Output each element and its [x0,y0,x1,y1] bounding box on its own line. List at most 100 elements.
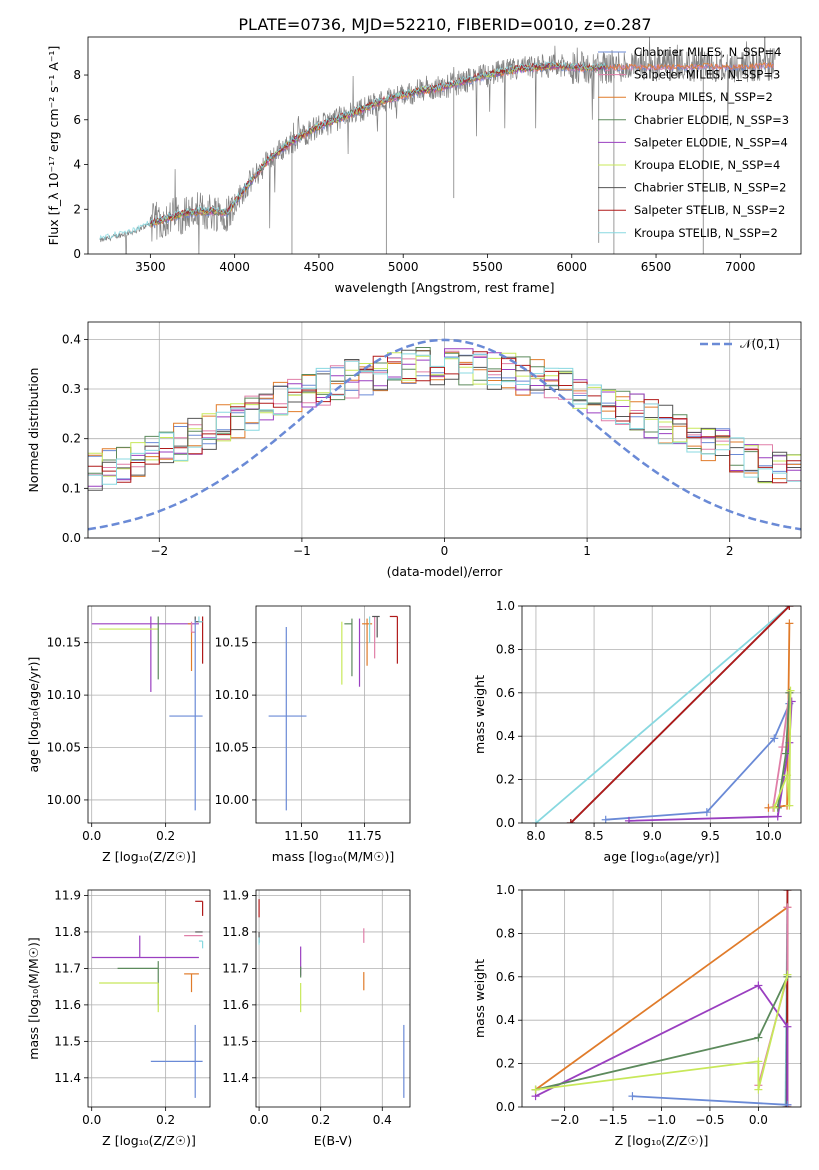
x-tick-label: −2 [150,544,168,558]
y-tick-label: 0.0 [62,531,81,545]
plot-area [268,615,398,811]
residual-histogram [88,353,801,485]
data-point [184,973,199,993]
x-axis-label: Z [log₁₀(Z/Z☉)] [615,1133,709,1148]
y-tick-label: 11.7 [54,961,81,975]
y-tick-label: 10.10 [47,688,81,702]
mass-weight-marker [770,734,779,743]
mass-weight-line [570,606,791,823]
data-point [362,618,373,666]
x-tick-label: 7000 [725,260,756,274]
data-point [150,1024,203,1098]
y-tick-label: 11.7 [222,961,249,975]
y-tick-label: 1.0 [496,883,515,897]
x-axis-label: age [log₁₀(age/yr)] [604,849,720,864]
x-tick-label: 6000 [556,260,587,274]
plot-area [531,606,796,823]
panel-age-vs-mass: 11.50 11.75 10.00 10.05 10.10 10.15 mass [log₁… [215,605,411,864]
panel-mass-weight-vs-Z: −2.0 −1.5 −1.0 −0.5 0.0 0.0 0.2 0.4 0.6 0.8 1.0 Z [… [472,883,802,1148]
x-tick-label: 8.5 [585,829,604,843]
data-point [190,621,196,633]
y-tick-label: 11.6 [54,998,81,1012]
x-tick-label: 0.0 [749,1113,768,1127]
y-tick-label: 10.00 [215,793,249,807]
y-axis-label: age [log₁₀(age/yr)] [26,657,41,773]
legend-entry: Salpeter MILES, N_SSP=3 [634,68,780,82]
axes-frame [521,605,802,824]
y-tick-label: 0.2 [496,1057,515,1071]
figure-title: PLATE=0736, MJD=52210, FIBERID=0010, z=0… [238,15,651,34]
y-tick-label: 11.5 [54,1034,81,1048]
y-tick-label: 11.8 [54,925,81,939]
plot-area [91,900,204,1098]
mass-weight-marker [628,1092,637,1101]
y-tick-label: 2 [73,202,81,216]
axes-frame [521,889,802,1108]
y-tick-label: 11.8 [222,925,249,939]
spectrum-model-line [99,60,606,241]
data-point [169,619,203,811]
x-tick-label: −0.5 [695,1113,724,1127]
mass-weight-marker [783,1022,792,1031]
x-tick-label: 0.0 [82,829,101,843]
y-tick-label: 10.10 [215,688,249,702]
panel-residuals: −2 −1 0 1 2 0.0 0.1 0.2 0.3 0.4 (data-model)/error… [26,321,802,579]
legend-entry: Kroupa MILES, N_SSP=2 [634,90,773,104]
mass-weight-marker [785,606,794,610]
panel-mass-vs-Z: 0.0 0.2 11.4 11.5 11.6 11.7 11.8 11.9 Z [log₁₀(Z… [26,888,211,1148]
y-tick-label: 0.4 [496,729,515,743]
x-tick-label: 1 [583,544,591,558]
y-axis-label: Flux [f_λ 10⁻¹⁷ erg cm⁻² s⁻¹ A⁻¹] [46,46,61,246]
x-tick-label: −1.0 [647,1113,676,1127]
x-tick-label: 0 [441,544,449,558]
x-axis-label: Z [log₁₀(Z/Z☉)] [102,849,196,864]
y-tick-label: 0.6 [496,686,515,700]
x-tick-label: 3500 [135,260,166,274]
data-point [99,982,159,1013]
data-point [372,615,380,638]
y-tick-label: 0.4 [62,332,81,346]
plot-area [531,890,792,1107]
panel-mass-weight-vs-age: 8.0 8.5 9.0 9.5 10.0 0.0 0.2 0.4 0.6 0.8 1.0 age [l… [472,599,802,864]
mass-weight-line [535,606,790,823]
mass-weight-marker [783,771,792,780]
axes-frame [87,36,802,255]
mass-weight-line [773,690,792,809]
y-tick-label: 11.9 [222,888,249,902]
y-axis-label: mass weight [472,959,487,1038]
x-tick-label: 0.4 [373,1113,392,1127]
x-tick-label: 0.0 [82,1113,101,1127]
mass-weight-line [535,974,789,1091]
residual-histogram [88,349,801,491]
x-tick-label: 0.2 [156,1113,175,1127]
x-axis-label: E(B-V) [314,1133,353,1148]
y-tick-label: 11.4 [54,1071,81,1085]
x-tick-label: −2.0 [550,1113,579,1127]
mass-weight-marker [783,970,792,979]
mass-weight-marker [601,815,610,823]
panel-age-vs-Z: 0.0 0.2 10.00 10.05 10.10 10.15 Z [log₁₀(Z/Z☉)… [26,605,211,864]
axes-frame [255,889,411,1108]
x-tick-label: 0.2 [156,829,175,843]
y-tick-label: 11.4 [222,1071,249,1085]
mass-weight-marker [566,819,575,823]
y-tick-label: 10.15 [47,636,81,650]
mass-weight-marker [702,808,711,817]
plot-area [99,37,776,254]
y-axis-label: mass [log₁₀(M/M☉)] [26,937,41,1059]
mass-weight-marker [531,819,540,823]
x-tick-label: 0.2 [311,1113,330,1127]
x-tick-label: 2 [726,544,734,558]
mass-weight-marker [781,749,790,758]
y-tick-label: 0.8 [496,642,515,656]
legend-entry: 𝒩(0,1) [740,337,780,351]
x-axis-label: wavelength [Angstrom, rest frame] [334,280,554,295]
data-point [389,615,398,664]
mass-weight-marker [785,801,794,810]
residual-histogram [88,348,801,487]
y-tick-label: 1.0 [496,599,515,613]
mass-weight-marker [783,890,792,894]
x-tick-label: 9.5 [701,829,720,843]
x-tick-label: −1.5 [598,1113,627,1127]
